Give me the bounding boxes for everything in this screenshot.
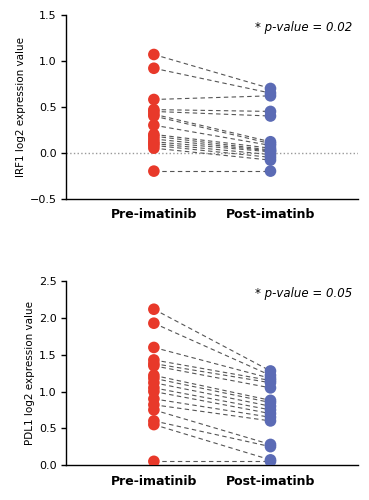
- Point: [151, 130, 157, 138]
- Point: [151, 417, 157, 425]
- Point: [151, 140, 157, 147]
- Point: [268, 442, 273, 450]
- Point: [151, 378, 157, 386]
- Point: [151, 374, 157, 382]
- Point: [151, 362, 157, 370]
- Point: [151, 458, 157, 466]
- Point: [268, 396, 273, 404]
- Point: [151, 356, 157, 364]
- Point: [151, 388, 157, 396]
- Point: [151, 395, 157, 403]
- Point: [151, 144, 157, 152]
- Point: [151, 132, 157, 140]
- Point: [151, 406, 157, 414]
- Point: [268, 148, 273, 156]
- Point: [268, 112, 273, 120]
- Text: * p-value = 0.05: * p-value = 0.05: [255, 287, 352, 300]
- Point: [268, 417, 273, 425]
- Point: [151, 344, 157, 351]
- Point: [151, 108, 157, 116]
- Point: [268, 156, 273, 164]
- Point: [268, 440, 273, 448]
- Point: [268, 84, 273, 92]
- Point: [268, 376, 273, 384]
- Point: [268, 456, 273, 464]
- Y-axis label: PDL1 log2 expression value: PDL1 log2 expression value: [25, 301, 35, 445]
- Point: [151, 401, 157, 409]
- Y-axis label: IRF1 log2 expression value: IRF1 log2 expression value: [15, 37, 25, 177]
- Point: [151, 106, 157, 114]
- Point: [151, 96, 157, 104]
- Point: [151, 319, 157, 327]
- Point: [268, 140, 273, 147]
- Point: [151, 138, 157, 145]
- Point: [268, 458, 273, 466]
- Point: [151, 305, 157, 313]
- Point: [268, 89, 273, 97]
- Point: [151, 420, 157, 428]
- Point: [268, 144, 273, 152]
- Point: [268, 367, 273, 375]
- Point: [268, 372, 273, 380]
- Point: [268, 147, 273, 155]
- Point: [268, 146, 273, 154]
- Point: [151, 50, 157, 58]
- Point: [268, 374, 273, 382]
- Point: [268, 402, 273, 410]
- Point: [151, 64, 157, 72]
- Point: [151, 372, 157, 380]
- Point: [268, 108, 273, 116]
- Point: [268, 92, 273, 100]
- Point: [268, 138, 273, 145]
- Point: [151, 110, 157, 118]
- Point: [151, 142, 157, 150]
- Text: * p-value = 0.02: * p-value = 0.02: [255, 20, 352, 34]
- Point: [151, 135, 157, 143]
- Point: [268, 384, 273, 392]
- Point: [268, 406, 273, 414]
- Point: [151, 167, 157, 175]
- Point: [268, 142, 273, 150]
- Point: [268, 167, 273, 175]
- Point: [151, 112, 157, 120]
- Point: [268, 154, 273, 162]
- Point: [151, 384, 157, 392]
- Point: [268, 378, 273, 386]
- Point: [268, 410, 273, 418]
- Point: [151, 360, 157, 368]
- Point: [151, 121, 157, 129]
- Point: [268, 150, 273, 158]
- Point: [268, 413, 273, 421]
- Point: [268, 398, 273, 406]
